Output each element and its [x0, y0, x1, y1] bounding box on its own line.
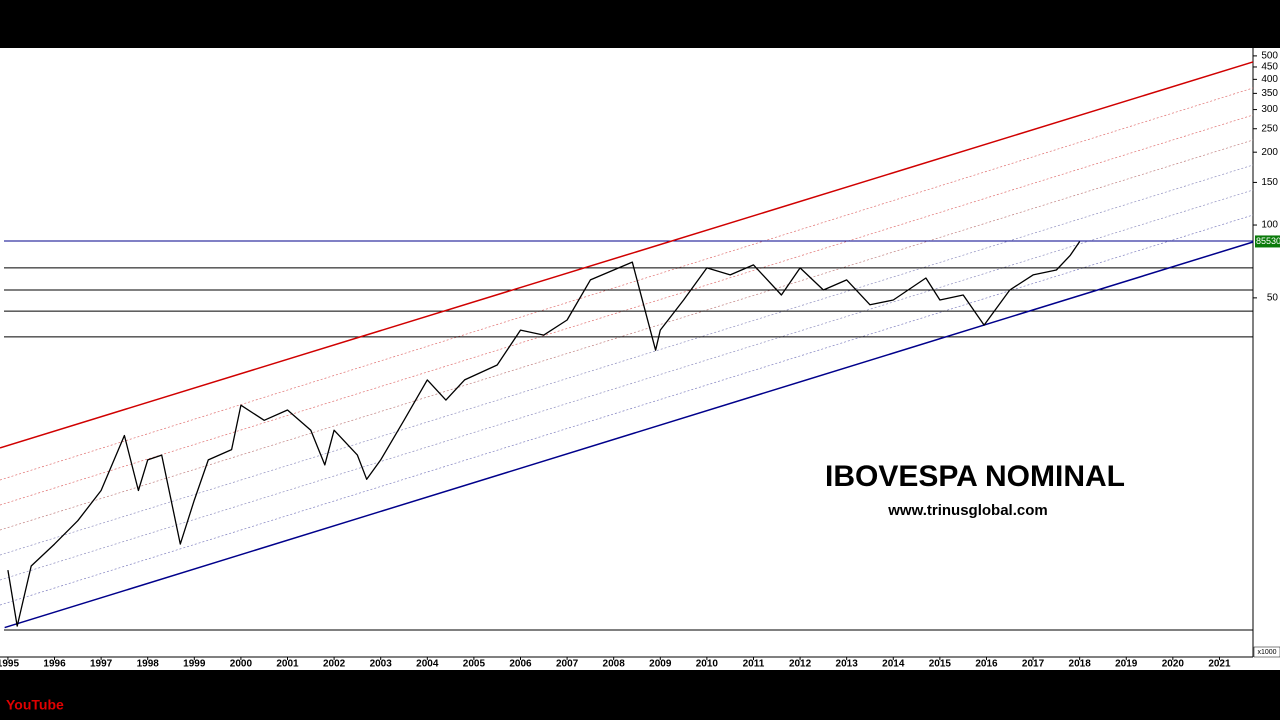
unit-box — [1253, 646, 1280, 658]
x-tick-label: 2007 — [556, 659, 579, 670]
x-tick-label: 1996 — [43, 659, 66, 670]
x-tick-label: 2006 — [509, 659, 532, 670]
watermark: YouTube — [6, 697, 64, 713]
x-tick-label: 1997 — [90, 659, 113, 670]
x-tick-label: 2001 — [276, 659, 299, 670]
x-tick-label: 2008 — [603, 659, 626, 670]
x-tick-label: 2020 — [1162, 659, 1185, 670]
channel-line — [0, 189, 1254, 581]
channel-line — [0, 114, 1254, 506]
x-tick-label: 2021 — [1208, 659, 1231, 670]
channel-line — [0, 164, 1254, 556]
axis-unit: x1000 — [1257, 649, 1276, 656]
x-tick-label: 2012 — [789, 659, 812, 670]
y-tick-label: 200 — [1261, 147, 1278, 158]
x-tick-label: 2018 — [1069, 659, 1092, 670]
y-tick-label: 50 — [1267, 293, 1279, 304]
chart-title: IBOVESPA NOMINAL — [825, 460, 1125, 493]
channel-line — [0, 87, 1254, 481]
x-tick-label: 2019 — [1115, 659, 1138, 670]
channel-line — [0, 139, 1254, 531]
x-tick-label: 1995 — [0, 659, 19, 670]
x-tick-label: 2000 — [230, 659, 253, 670]
y-tick-label: 350 — [1261, 88, 1278, 99]
x-tick-label: 2005 — [463, 659, 486, 670]
trend-line — [0, 61, 1254, 449]
x-tick-label: 2003 — [370, 659, 393, 670]
chart-subtitle: www.trinusglobal.com — [887, 502, 1047, 519]
y-tick-label: 300 — [1261, 104, 1278, 115]
x-tick-label: 1998 — [137, 659, 160, 670]
channel-dotted-lines — [0, 87, 1254, 606]
x-tick-label: 2004 — [416, 659, 439, 670]
x-tick-label: 2009 — [649, 659, 672, 670]
x-tick-label: 2017 — [1022, 659, 1045, 670]
y-tick-label: 100 — [1261, 220, 1278, 231]
y-tick-label: 450 — [1261, 62, 1278, 73]
chart-background — [0, 48, 1280, 670]
x-tick-label: 2015 — [929, 659, 952, 670]
x-tick-label: 2014 — [882, 659, 905, 670]
y-tick-label: 500 — [1261, 51, 1278, 62]
x-tick-label: 2010 — [696, 659, 719, 670]
trend-line — [4, 241, 1254, 629]
x-tick-label: 2011 — [743, 659, 765, 670]
y-tick-label: 250 — [1261, 123, 1278, 134]
y-tick-label: 400 — [1261, 74, 1278, 85]
channel-line — [0, 214, 1254, 606]
x-tick-label: 1999 — [183, 659, 206, 670]
price-line — [7, 241, 1081, 627]
x-tick-label: 2013 — [836, 659, 859, 670]
x-tick-label: 2002 — [323, 659, 346, 670]
y-tick-label: 150 — [1261, 177, 1278, 188]
last-value-label: 85530 — [1256, 236, 1280, 246]
x-tick-label: 2016 — [975, 659, 998, 670]
last-value-box — [1255, 235, 1280, 248]
